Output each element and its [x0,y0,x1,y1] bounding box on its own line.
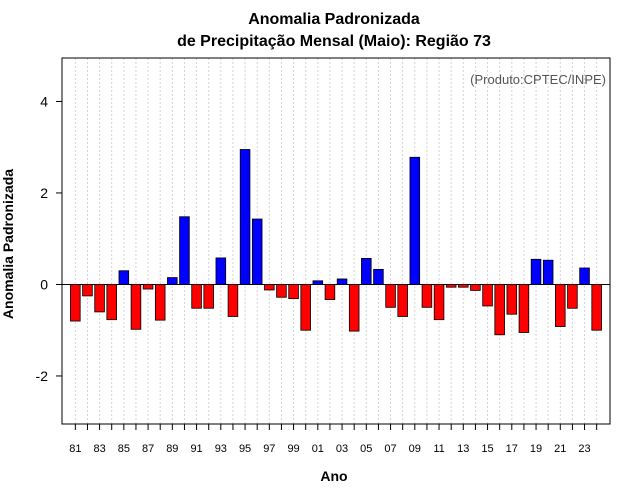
x-axis: 81 83 85 87 89 91 93 95 97 99 01 03 05 07 09 11 13 15 17 19… [69,424,598,455]
chart-title-line1: Anomalia Padronizada [248,11,420,28]
bar-10 [421,284,433,308]
bar-85 [118,270,130,285]
bar-93 [215,257,227,285]
chart-title-line2: de Precipitação Mensal (Maio): Região 73 [177,33,491,50]
y-tick-label: -2 [36,368,49,384]
bar-17 [506,284,518,315]
bar-15 [482,284,493,307]
bars-group [70,149,602,336]
bar-00 [300,284,311,331]
y-axis: -2 0 2 4 [36,93,62,384]
bar-95 [239,149,251,285]
bar-94 [227,284,239,317]
bar-96 [251,218,263,285]
bar-18 [518,284,530,333]
bar-83 [94,284,105,313]
bar-12 [445,284,457,288]
bar-09 [409,156,421,285]
x-tick-label: 15 [481,443,493,455]
y-tick-label: 4 [40,93,48,109]
bar-08 [397,284,408,317]
x-tick-label: 85 [118,443,130,455]
bar-02 [324,284,336,300]
bar-20 [542,259,554,285]
bar-88 [154,284,166,321]
x-tick-label: 11 [433,443,444,455]
bar-92 [203,284,214,309]
x-tick-label: 97 [263,443,275,455]
bar-90 [179,216,190,285]
bar-99 [288,284,299,300]
x-tick-label: 91 [190,443,202,455]
x-tick-label: 13 [457,443,469,455]
x-tick-label: 17 [506,443,518,455]
credit-label: (Produto:CPTEC/INPE) [470,72,606,87]
x-tick-label: 19 [530,443,542,455]
x-tick-label: 99 [287,443,299,455]
bar-97 [264,284,275,291]
grid-lines [74,58,598,424]
x-tick-label: 95 [239,443,251,455]
bar-89 [167,277,178,285]
x-tick-label: 09 [409,443,421,455]
bar-84 [106,284,117,321]
bar-14 [470,284,481,291]
x-tick-label: 83 [93,443,105,455]
bar-11 [433,284,445,321]
y-tick-label: 2 [40,185,48,201]
bar-22 [567,284,578,309]
bar-13 [458,284,469,288]
y-tick-label: 0 [40,276,48,292]
bar-23 [579,267,590,285]
x-tick-label: 81 [69,443,81,455]
x-tick-label: 93 [215,443,227,455]
x-axis-title: Ano [320,468,347,484]
x-tick-label: 87 [142,443,154,455]
bar-81 [70,284,81,322]
bar-06 [373,268,384,285]
bar-21 [555,284,566,327]
bar-04 [348,284,360,332]
x-tick-label: 05 [360,443,372,455]
bar-03 [336,278,348,285]
x-tick-label: 07 [384,443,396,455]
bar-87 [142,284,154,290]
plot-frame [61,57,611,425]
x-tick-label: 89 [166,443,178,455]
x-tick-label: 21 [554,443,566,455]
bar-86 [130,284,142,330]
bar-91 [191,284,202,309]
x-tick-label: 03 [336,443,348,455]
bar-82 [82,284,93,297]
bar-05 [361,257,372,285]
y-axis-title: Anomalia Padronizada [0,169,16,319]
bar-24 [591,284,602,331]
bar-19 [530,258,542,285]
bar-01 [312,280,324,285]
bar-07 [385,284,396,308]
bar-16 [494,284,505,336]
x-tick-label: 23 [578,443,590,455]
x-tick-label: 01 [312,443,324,455]
bar-98 [276,284,287,298]
